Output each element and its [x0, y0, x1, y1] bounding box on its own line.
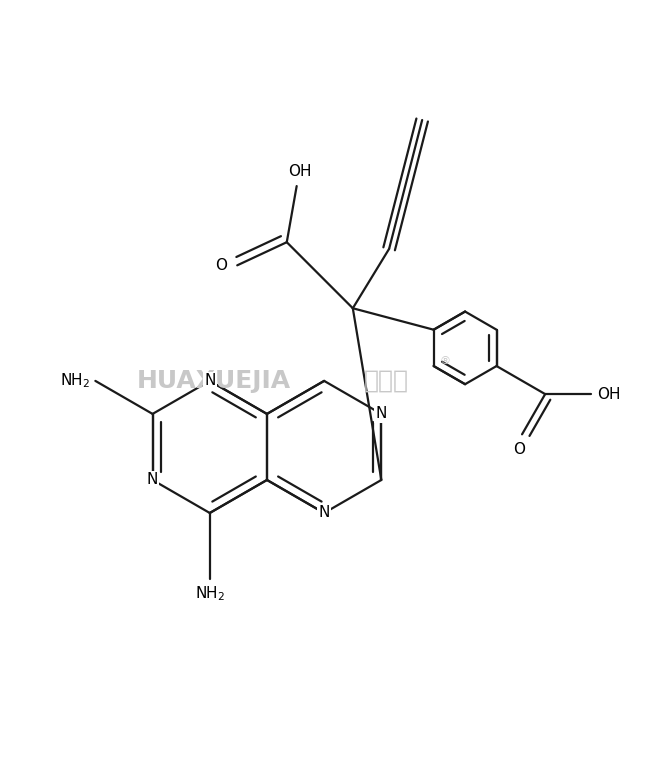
Text: N: N [376, 406, 387, 422]
Text: NH$_2$: NH$_2$ [60, 371, 90, 391]
Text: O: O [513, 443, 525, 457]
Text: N: N [318, 505, 330, 521]
Text: 化学加: 化学加 [364, 369, 408, 393]
Text: N: N [147, 473, 159, 487]
Text: NH$_2$: NH$_2$ [194, 584, 225, 603]
Text: HUAXUEJIA: HUAXUEJIA [137, 369, 291, 393]
Text: N: N [204, 374, 215, 388]
Text: O: O [215, 258, 227, 273]
Text: OH: OH [288, 164, 312, 180]
Text: ®: ® [440, 356, 451, 366]
Text: OH: OH [597, 387, 620, 401]
